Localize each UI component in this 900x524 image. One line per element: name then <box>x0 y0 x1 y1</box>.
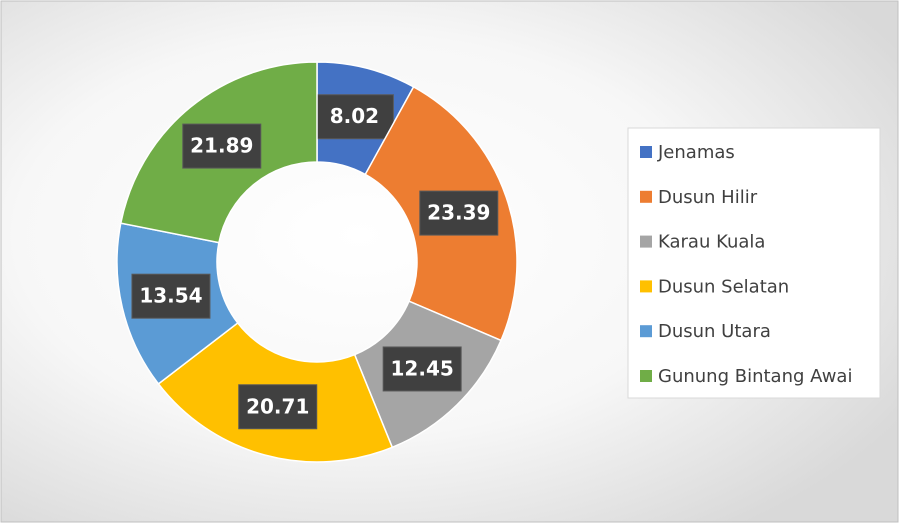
data-label-box <box>419 190 499 236</box>
data-label: 21.89 <box>190 134 253 158</box>
legend-label: Dusun Utara <box>658 321 771 342</box>
data-label: 13.54 <box>139 284 202 308</box>
legend-swatch <box>640 370 652 382</box>
legend-label: Gunung Bintang Awai <box>658 366 852 387</box>
legend-swatch <box>640 190 652 203</box>
legend-swatch <box>640 280 652 293</box>
data-label-box <box>314 94 394 140</box>
data-label: 20.71 <box>246 394 309 418</box>
data-label-box <box>131 273 211 319</box>
legend-label: Jenamas <box>657 142 735 163</box>
data-label-box <box>238 384 318 430</box>
data-label-box <box>182 123 262 169</box>
legend-swatch <box>640 146 652 158</box>
legend-box <box>627 127 881 399</box>
legend-swatch <box>640 325 652 338</box>
legend-label: Karau Kuala <box>658 232 765 253</box>
legend-swatch <box>640 235 652 248</box>
data-label: 12.45 <box>391 356 454 380</box>
legend-label: Dusun Hilir <box>658 187 758 208</box>
data-label: 8.02 <box>330 104 379 128</box>
data-label: 23.39 <box>427 201 490 225</box>
legend-label: Dusun Selatan <box>658 276 789 297</box>
data-label-box <box>382 346 462 392</box>
